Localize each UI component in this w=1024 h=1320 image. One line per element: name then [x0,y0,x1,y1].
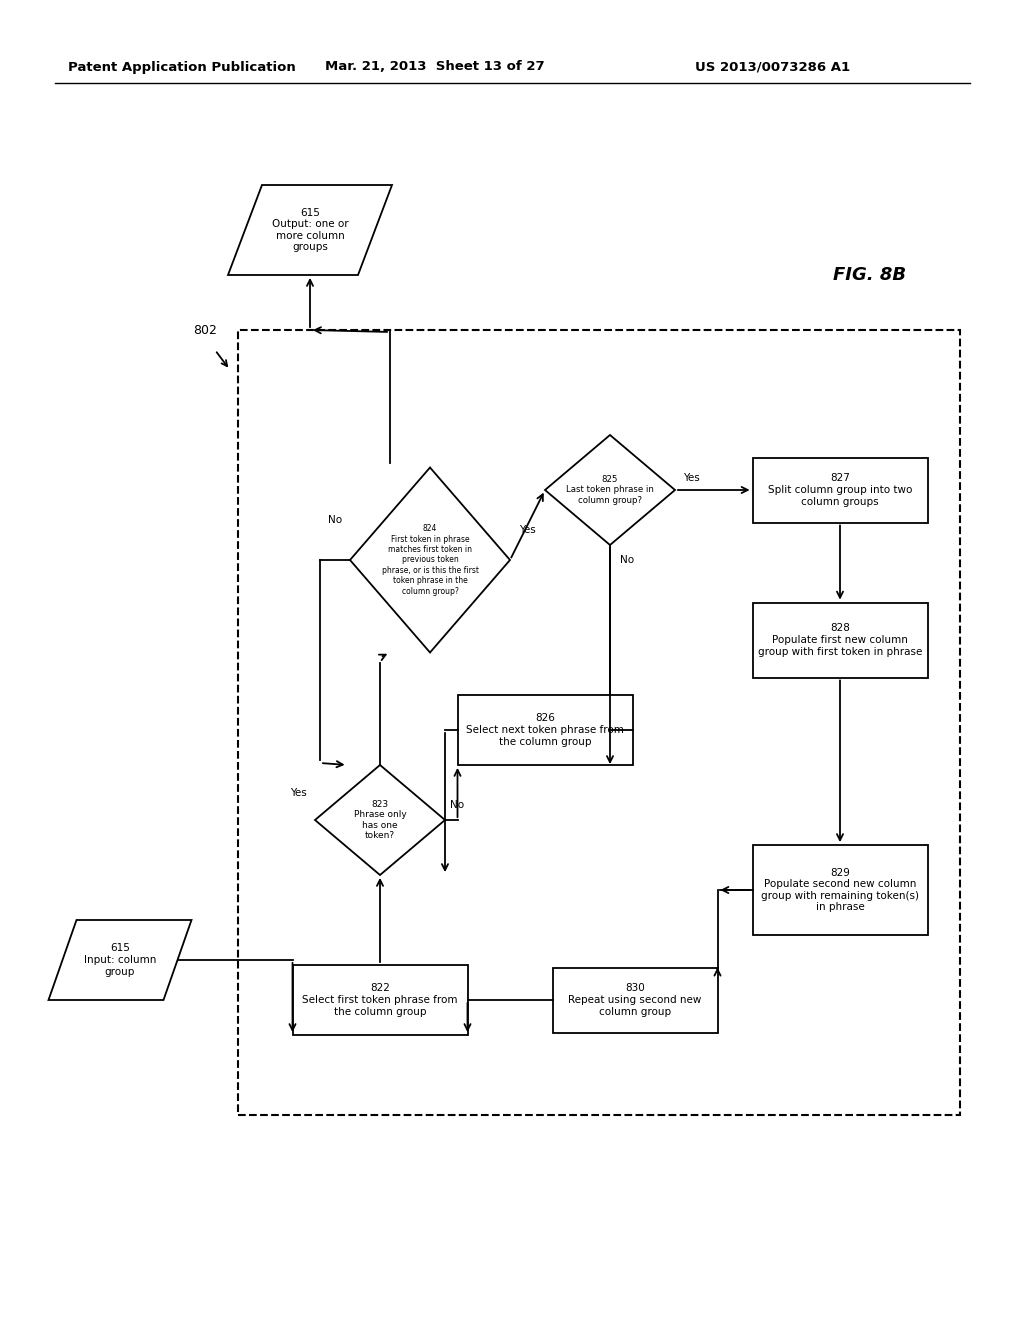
Polygon shape [228,185,392,275]
Text: Yes: Yes [518,525,536,535]
Text: No: No [450,800,464,810]
Polygon shape [48,920,191,1001]
Text: 822
Select first token phrase from
the column group: 822 Select first token phrase from the c… [302,983,458,1016]
Bar [293,965,468,1035]
Text: 823
Phrase only
has one
token?: 823 Phrase only has one token? [353,800,407,840]
Text: No: No [620,554,634,565]
Bar [238,330,961,1115]
Text: No: No [328,515,342,525]
Text: Yes: Yes [290,788,307,797]
Bar [458,696,633,766]
Text: 828
Populate first new column
group with first token in phrase: 828 Populate first new column group with… [758,623,923,656]
Text: 824
First token in phrase
matches first token in
previous token
phrase, or is th: 824 First token in phrase matches first … [382,524,478,595]
Bar [753,602,928,677]
Text: 825
Last token phrase in
column group?: 825 Last token phrase in column group? [566,475,654,504]
Text: Yes: Yes [683,473,699,483]
Text: US 2013/0073286 A1: US 2013/0073286 A1 [695,61,850,74]
Polygon shape [545,436,675,545]
Text: 826
Select next token phrase from
the column group: 826 Select next token phrase from the co… [466,713,624,747]
Text: 615
Input: column
group: 615 Input: column group [84,944,157,977]
Text: 615
Output: one or
more column
groups: 615 Output: one or more column groups [271,207,348,252]
Text: Mar. 21, 2013  Sheet 13 of 27: Mar. 21, 2013 Sheet 13 of 27 [326,61,545,74]
Text: 829
Populate second new column
group with remaining token(s)
in phrase: 829 Populate second new column group wit… [761,867,919,912]
Text: 827
Split column group into two
column groups: 827 Split column group into two column g… [768,474,912,507]
Bar [553,968,718,1032]
Polygon shape [350,467,510,652]
Polygon shape [315,766,445,875]
Text: 830
Repeat using second new
column group: 830 Repeat using second new column group [568,983,701,1016]
Bar [753,458,928,523]
Text: FIG. 8B: FIG. 8B [834,267,906,284]
Bar [753,845,928,935]
Text: Patent Application Publication: Patent Application Publication [68,61,296,74]
Text: 802: 802 [194,323,217,337]
